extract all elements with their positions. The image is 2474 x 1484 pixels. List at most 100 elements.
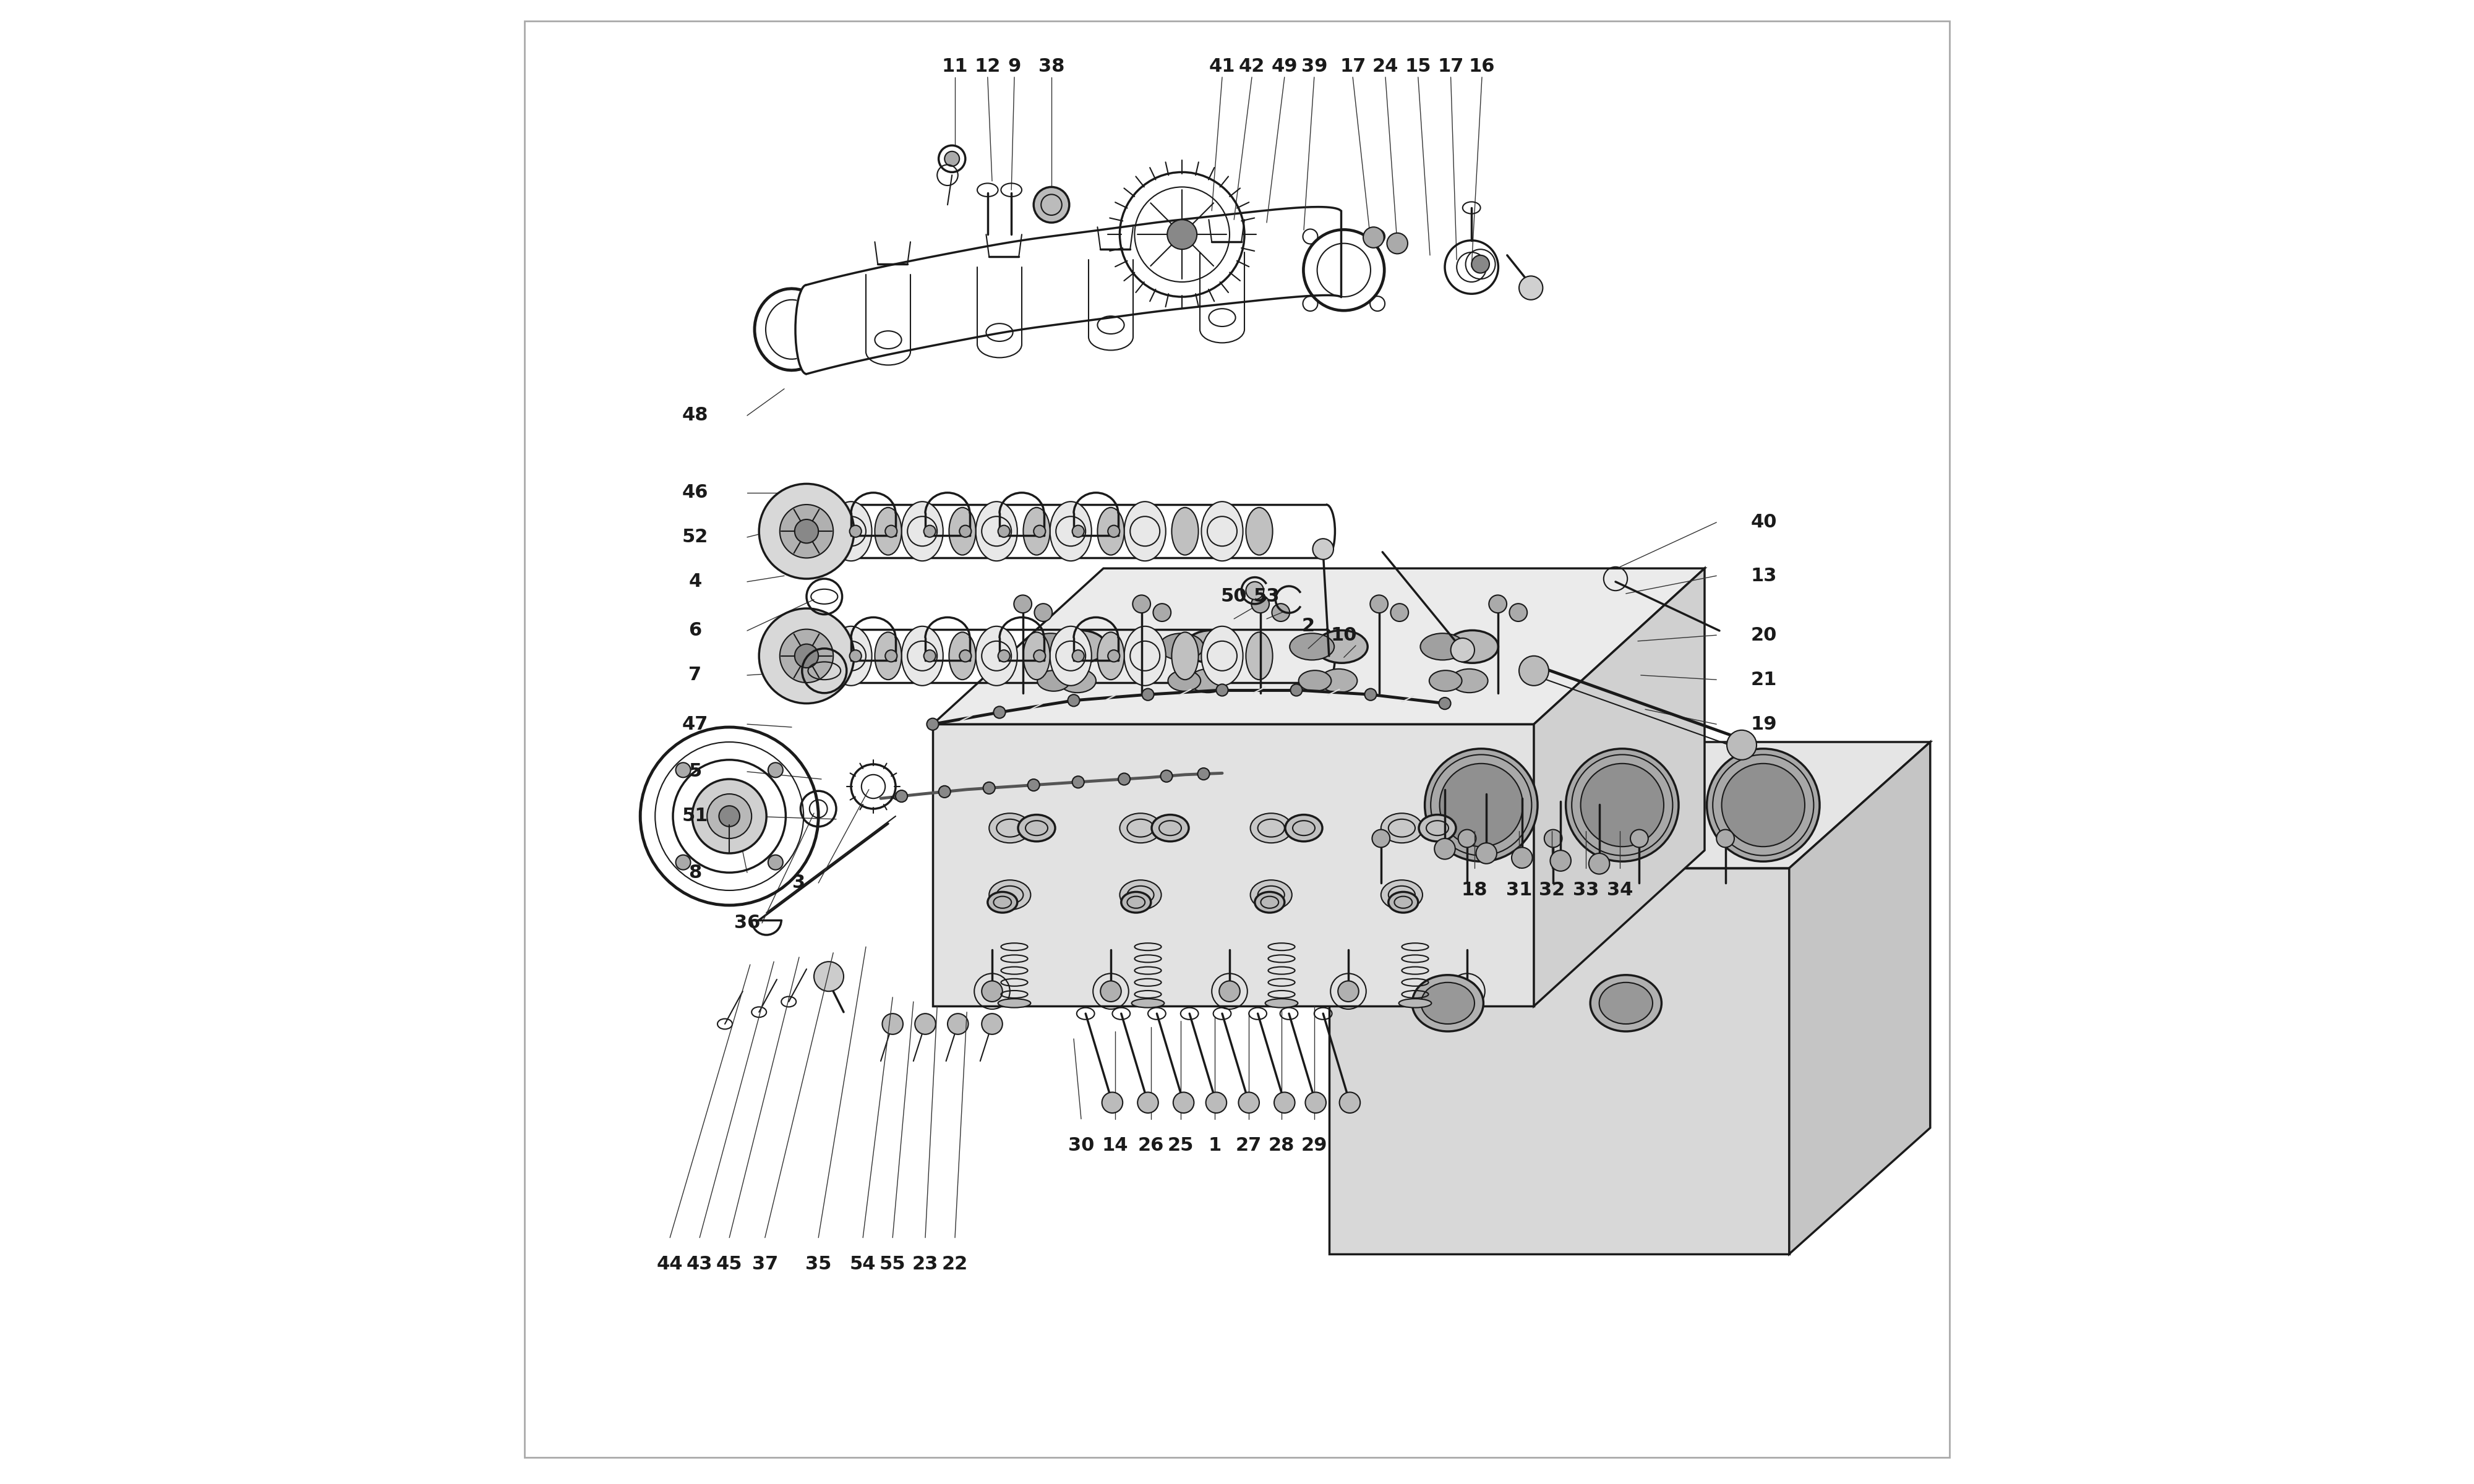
- Text: 55: 55: [878, 1255, 905, 1273]
- Circle shape: [693, 779, 767, 853]
- Ellipse shape: [876, 508, 901, 555]
- Ellipse shape: [950, 632, 975, 680]
- Text: 32: 32: [1539, 881, 1564, 899]
- Circle shape: [779, 629, 834, 683]
- Circle shape: [1160, 770, 1173, 782]
- Text: 30: 30: [1069, 1137, 1094, 1155]
- Ellipse shape: [1054, 631, 1106, 663]
- Ellipse shape: [1247, 508, 1272, 555]
- Circle shape: [960, 525, 972, 537]
- Circle shape: [1071, 525, 1084, 537]
- Circle shape: [708, 794, 752, 838]
- Text: 38: 38: [1039, 58, 1064, 76]
- Text: 27: 27: [1237, 1137, 1262, 1155]
- Ellipse shape: [831, 626, 871, 686]
- Circle shape: [1138, 1092, 1158, 1113]
- Circle shape: [1071, 776, 1084, 788]
- Circle shape: [1338, 981, 1358, 1002]
- Text: 24: 24: [1373, 58, 1398, 76]
- Ellipse shape: [1321, 669, 1358, 693]
- Text: 12: 12: [975, 58, 999, 76]
- Ellipse shape: [1388, 892, 1418, 913]
- Text: 40: 40: [1752, 513, 1776, 531]
- Text: 31: 31: [1507, 881, 1531, 899]
- Circle shape: [923, 525, 935, 537]
- Circle shape: [995, 706, 1004, 718]
- Circle shape: [1366, 689, 1376, 700]
- Ellipse shape: [1450, 669, 1487, 693]
- Ellipse shape: [975, 626, 1017, 686]
- Text: 26: 26: [1138, 1137, 1163, 1155]
- Text: 45: 45: [715, 1255, 742, 1273]
- Ellipse shape: [950, 508, 975, 555]
- Text: 8: 8: [688, 864, 703, 881]
- Ellipse shape: [1168, 671, 1200, 692]
- Ellipse shape: [1286, 815, 1321, 841]
- Circle shape: [1217, 684, 1227, 696]
- Text: 42: 42: [1239, 58, 1264, 76]
- Circle shape: [1519, 276, 1544, 300]
- Circle shape: [1118, 773, 1131, 785]
- Ellipse shape: [1202, 502, 1242, 561]
- Circle shape: [1247, 582, 1264, 600]
- Ellipse shape: [1123, 626, 1165, 686]
- Text: 37: 37: [752, 1255, 777, 1273]
- Circle shape: [1435, 838, 1455, 859]
- Circle shape: [886, 525, 898, 537]
- Ellipse shape: [1173, 508, 1197, 555]
- Text: 20: 20: [1752, 626, 1776, 644]
- Text: 7: 7: [688, 666, 703, 684]
- Circle shape: [1108, 525, 1121, 537]
- Circle shape: [1373, 830, 1390, 847]
- Circle shape: [1388, 233, 1408, 254]
- Text: 15: 15: [1405, 58, 1432, 76]
- Circle shape: [1101, 1092, 1123, 1113]
- Text: 19: 19: [1752, 715, 1776, 733]
- Circle shape: [997, 525, 1009, 537]
- Ellipse shape: [1029, 634, 1074, 660]
- Circle shape: [1014, 595, 1032, 613]
- Ellipse shape: [1098, 632, 1123, 680]
- Circle shape: [1630, 830, 1648, 847]
- Text: 2: 2: [1301, 617, 1314, 635]
- Circle shape: [1205, 1092, 1227, 1113]
- Text: 14: 14: [1101, 1137, 1128, 1155]
- Circle shape: [960, 650, 972, 662]
- Circle shape: [1101, 981, 1121, 1002]
- Circle shape: [1588, 853, 1611, 874]
- Text: 10: 10: [1331, 626, 1358, 644]
- Polygon shape: [1534, 568, 1705, 1006]
- Circle shape: [1707, 748, 1821, 861]
- Circle shape: [1477, 843, 1497, 864]
- Ellipse shape: [990, 880, 1032, 910]
- Text: 18: 18: [1462, 881, 1487, 899]
- Text: 23: 23: [913, 1255, 938, 1273]
- Ellipse shape: [1591, 975, 1663, 1031]
- Circle shape: [1173, 1092, 1195, 1113]
- Circle shape: [675, 855, 690, 870]
- Ellipse shape: [1173, 632, 1197, 680]
- Text: 46: 46: [683, 484, 708, 502]
- Circle shape: [675, 763, 690, 778]
- Circle shape: [767, 763, 782, 778]
- Text: 53: 53: [1254, 588, 1279, 605]
- Text: 44: 44: [656, 1255, 683, 1273]
- Ellipse shape: [876, 632, 901, 680]
- Circle shape: [1027, 779, 1039, 791]
- Circle shape: [915, 1014, 935, 1034]
- Text: 28: 28: [1269, 1137, 1294, 1155]
- Text: 6: 6: [688, 622, 703, 640]
- Ellipse shape: [990, 813, 1032, 843]
- Circle shape: [982, 782, 995, 794]
- Ellipse shape: [1420, 815, 1455, 841]
- Text: 4: 4: [688, 573, 703, 591]
- Text: 5: 5: [688, 763, 703, 781]
- Circle shape: [1457, 981, 1477, 1002]
- Ellipse shape: [1254, 892, 1284, 913]
- Ellipse shape: [1190, 669, 1227, 693]
- Circle shape: [1544, 830, 1561, 847]
- Circle shape: [1252, 595, 1269, 613]
- Circle shape: [1133, 595, 1150, 613]
- Text: 47: 47: [683, 715, 708, 733]
- Ellipse shape: [802, 632, 826, 680]
